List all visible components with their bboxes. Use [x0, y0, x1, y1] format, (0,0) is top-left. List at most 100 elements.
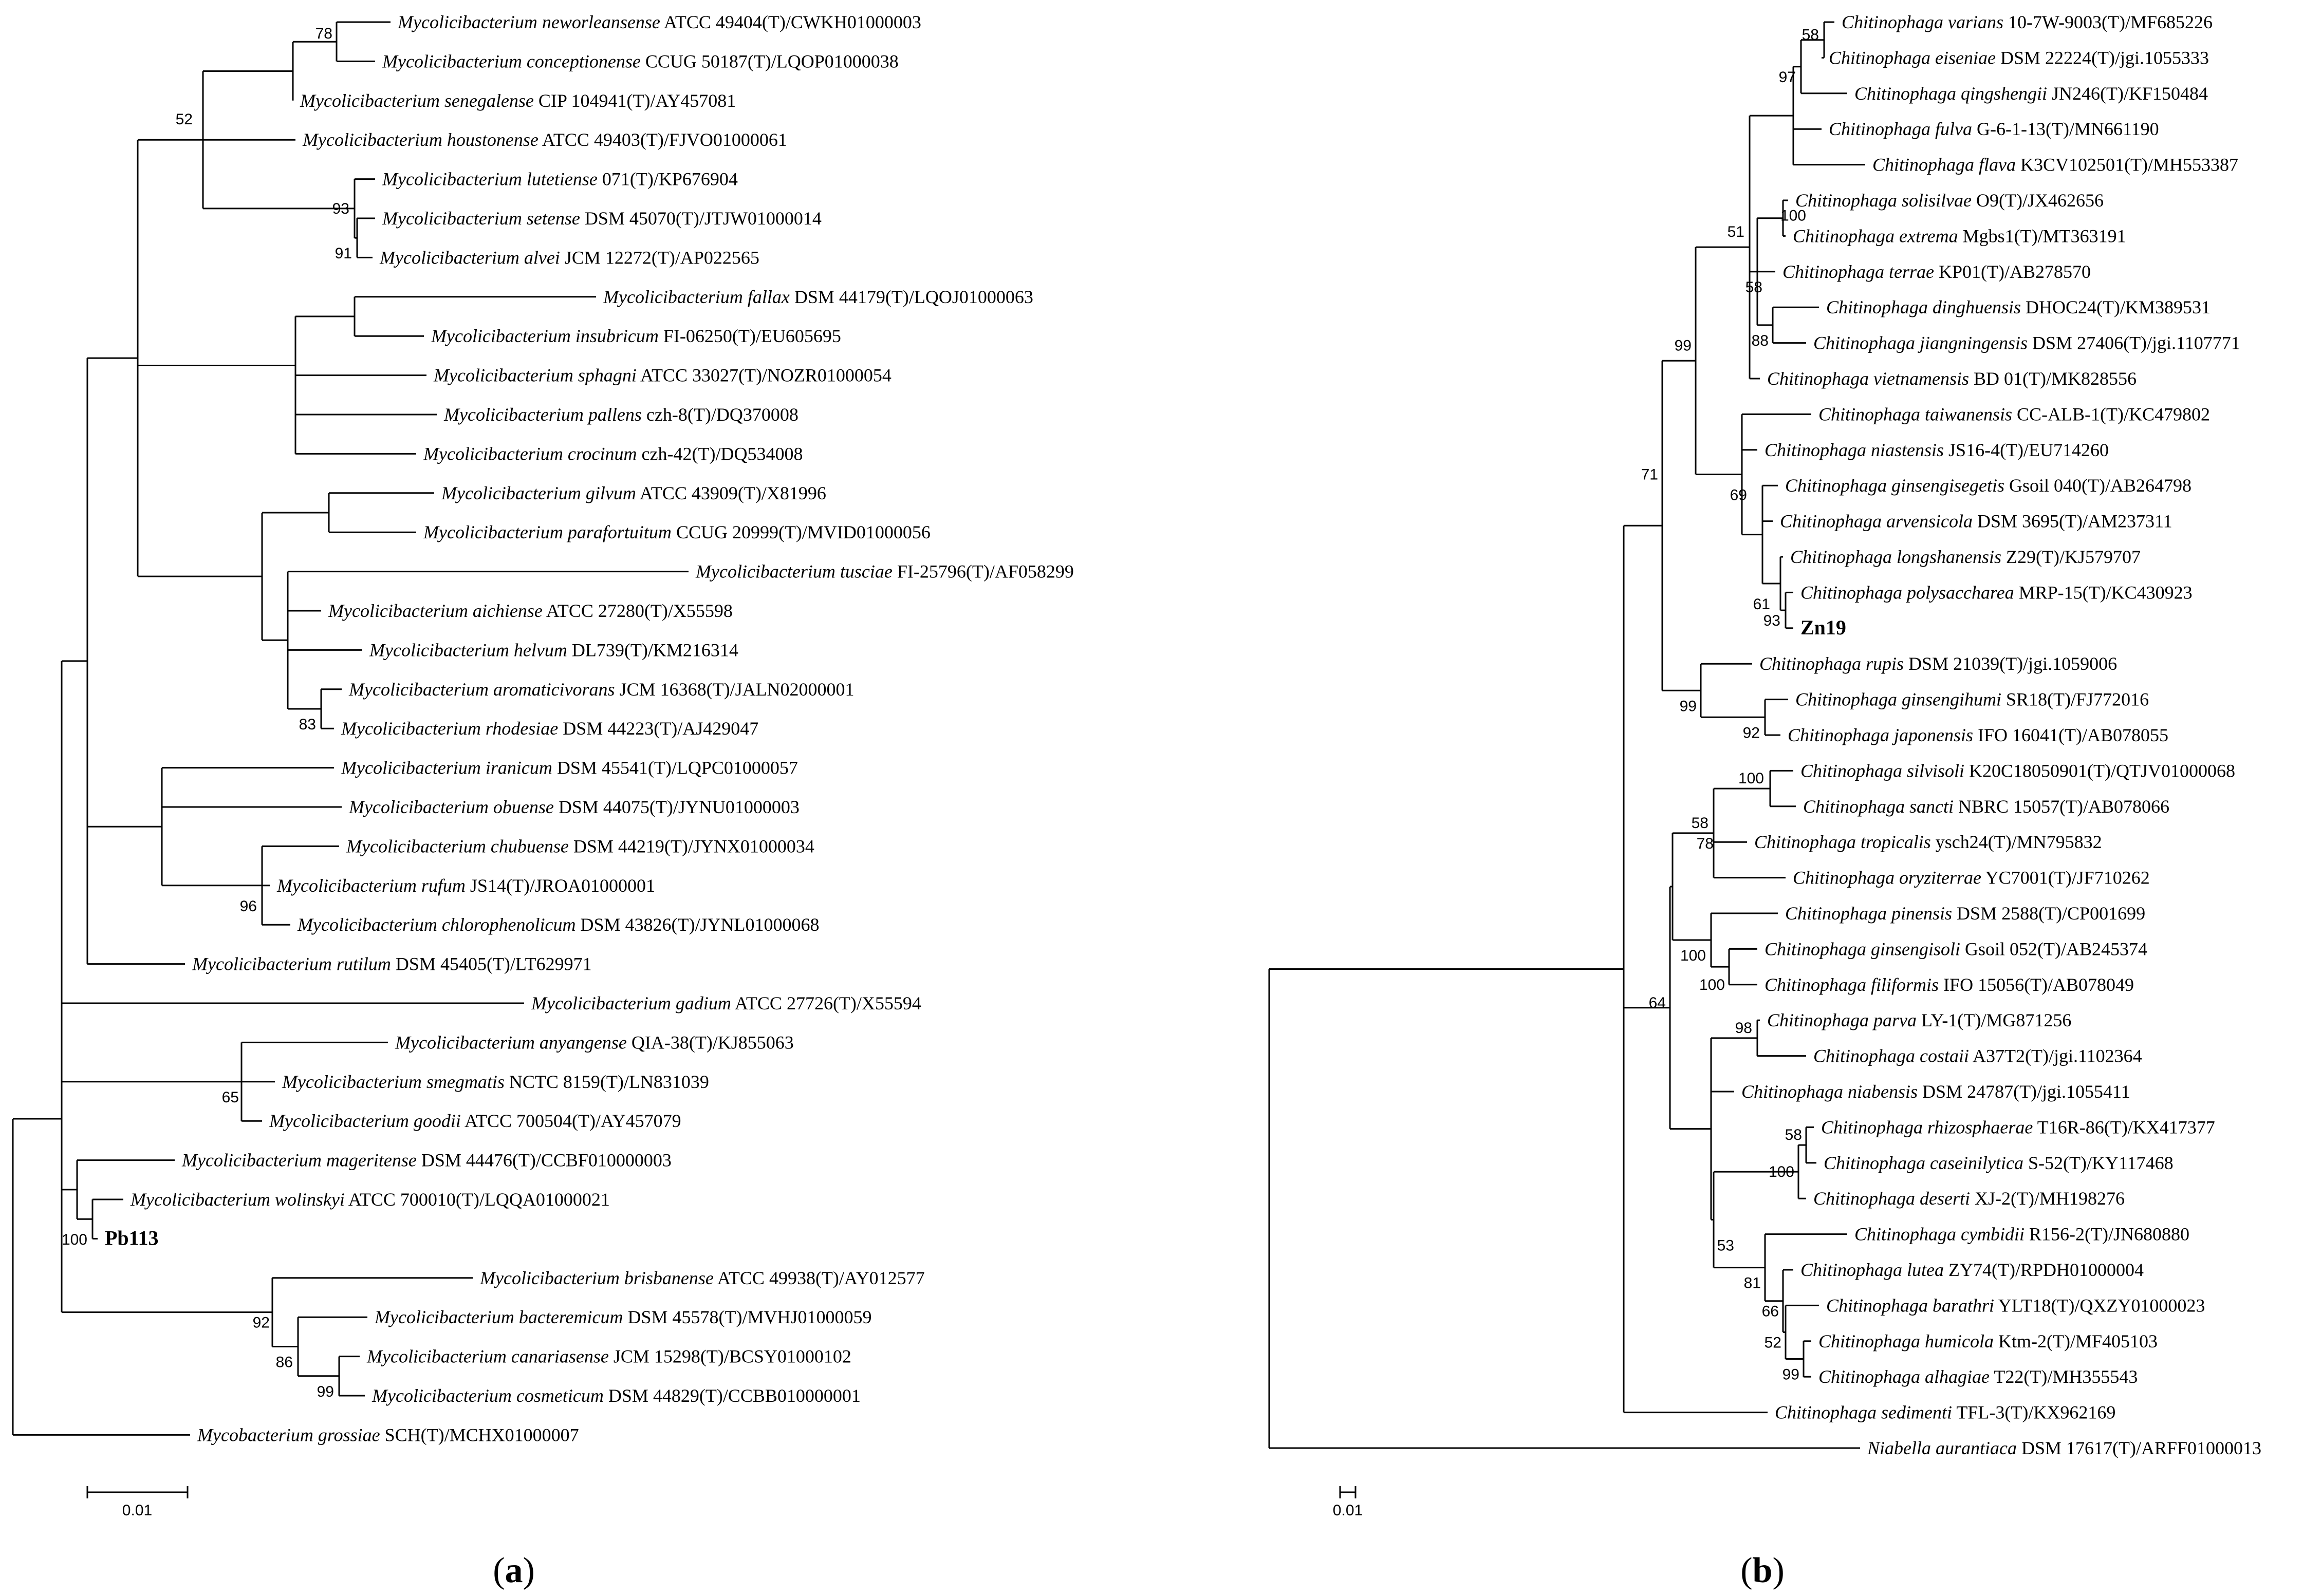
bootstrap-value-b_b98: 98 [1735, 1020, 1752, 1037]
leaf-label-a_senegalense: Mycolicibacterium senegalense CIP 104941… [300, 90, 736, 111]
panel-label-close: ) [523, 1551, 535, 1590]
leaf-strain: DSM 44179(T)/LQOJ01000063 [794, 287, 1033, 307]
leaf-label-b_arvensicola: Chitinophaga arvensicola DSM 3695(T)/AM2… [1780, 511, 2172, 532]
leaf-space [659, 326, 663, 346]
leaf-species: lutetiense [527, 169, 598, 190]
bootstrap-value-a_b91: 91 [335, 245, 352, 262]
leaf-label-a_grossiae: Mycobacterium grossiae SCH(T)/MCHX010000… [197, 1424, 579, 1445]
leaf-label-b_costaii: Chitinophaga costaii A37T2(T)/jgi.110236… [1813, 1046, 2142, 1066]
leaf-strain: DSM 22224(T)/jgi.1055333 [2000, 47, 2209, 68]
leaf-space [604, 1385, 608, 1406]
leaf-label-a_aromaticivorans: Mycolicibacterium aromaticivorans JCM 16… [348, 679, 855, 700]
leaf-label-a_canariasense: Mycolicibacterium canariasense JCM 15298… [366, 1346, 851, 1367]
leaf-species: gilvum [586, 483, 636, 503]
leaf-label-a_insubricum: Mycolicibacterium insubricum FI-06250(T)… [431, 326, 841, 346]
leaf-strain: MRP-15(T)/KC430923 [2019, 582, 2193, 603]
leaf-genus: Mycolicibacterium [269, 1111, 409, 1131]
leaf-label-a_mageritense: Mycolicibacterium mageritense DSM 44476(… [181, 1150, 672, 1171]
leaf-label-a_goodii: Mycolicibacterium goodii ATCC 700504(T)/… [269, 1111, 681, 1131]
leaf-label-a_smegmatis: Mycolicibacterium smegmatis NCTC 8159(T)… [282, 1072, 709, 1092]
leaf-genus: Chitinophaga [1813, 1188, 1915, 1209]
leaf-space [417, 1150, 421, 1171]
leaf-species: neworleansense [542, 12, 660, 32]
leaf-label-b_extrema: Chitinophaga extrema Mgbs1(T)/MT363191 [1793, 226, 2126, 246]
leaf-space [1970, 1188, 1975, 1209]
leaf-strain: NCTC 8159(T)/LN831039 [509, 1072, 709, 1092]
leaf-space [1969, 1046, 1973, 1066]
leaf-species: jiangningensis [1918, 333, 2028, 353]
leaf-label-b_parva: Chitinophaga parva LY-1(T)/MG871256 [1767, 1010, 2071, 1030]
leaf-label-a_gadium: Mycolicibacterium gadium ATCC 27726(T)/X… [531, 993, 921, 1013]
leaf-space [641, 51, 645, 71]
leaf-label-b_flava: Chitinophaga flava K3CV102501(T)/MH55338… [1872, 155, 2238, 175]
leaf-space [1981, 868, 1985, 888]
leaf-label-a_setense: Mycolicibacterium setense DSM 45070(T)/J… [382, 208, 822, 229]
leaf-label-b_solisilvae: Chitinophaga solisilvae O9(T)/JX462656 [1795, 190, 2104, 211]
leaf-space [1939, 974, 1943, 995]
leaf-strain: DSM 44223(T)/AJ429047 [563, 718, 758, 739]
leaf-space [636, 483, 640, 503]
leaf-genus: Chitinophaga [1800, 760, 1902, 781]
leaf-space [270, 1189, 275, 1210]
leaf-strain: LY-1(T)/MG871256 [1921, 1010, 2071, 1030]
leaf-space [468, 600, 473, 621]
leaf-species: goodii [414, 1111, 461, 1131]
leaf-space [609, 1346, 614, 1367]
leaf-strain: NBRC 15057(T)/AB078066 [1958, 796, 2169, 817]
leaf-strain: ATCC 27726(T)/X55594 [735, 993, 921, 1013]
leaf-genus: Chitinophaga [1854, 83, 1956, 104]
leaf-species: niastensis [1871, 440, 1944, 460]
leaf-species: alhagiae [1925, 1366, 1990, 1387]
leaf-genus: Mycolicibacterium [441, 483, 581, 503]
leaf-space [1920, 1331, 1925, 1351]
leaf-strain: DSM 21039(T)/jgi.1059006 [1908, 653, 2117, 674]
bootstrap-value-b_b100d: 100 [1699, 977, 1725, 993]
leaf-genus: Chitinophaga [1775, 1402, 1877, 1423]
scale-bar-label: 0.01 [1333, 1502, 1363, 1519]
leaf-space [1930, 119, 1935, 139]
leaf-genus: Mycolicibacterium [328, 600, 468, 621]
leaf-space [543, 600, 546, 621]
leaf-genus: Mycolicibacterium [603, 287, 743, 307]
panel-label-open: ( [1740, 1551, 1752, 1590]
leaf-strain: JCM 15298(T)/BCSY01000102 [614, 1346, 851, 1367]
leaf-label-b_pinensis: Chitinophaga pinensis DSM 2588(T)/CP0016… [1785, 903, 2145, 924]
leaf-label-b_eiseniae: Chitinophaga eiseniae DSM 22224(T)/jgi.1… [1829, 47, 2209, 68]
leaf-species: alvei [524, 247, 560, 268]
leaf-strain: DSM 3695(T)/AM237311 [1977, 511, 2172, 532]
leaf-space [1952, 903, 1957, 924]
leaf-space [2017, 1438, 2021, 1458]
leaf-genus: Chitinophaga [1826, 1295, 1928, 1316]
leaf-space [1902, 582, 1907, 603]
leaf-genus: Chitinophaga [1782, 261, 1884, 282]
leaf-species: rhodesiae [486, 718, 558, 739]
leaf-space [1990, 1366, 1994, 1387]
leaf-genus: Chitinophaga [1780, 511, 1882, 532]
leaf-space [1884, 261, 1889, 282]
leaf-space [563, 522, 568, 542]
leaf-genus: Chitinophaga [1793, 226, 1895, 246]
leaf-genus: Mycolicibacterium [276, 875, 417, 896]
leaf-strain: DSM 45070(T)/JTJW01000014 [585, 208, 822, 229]
leaf-label-b_humicola: Chitinophaga humicola Ktm-2(T)/MF405103 [1818, 1331, 2158, 1351]
bootstrap-value-b_b58b: 58 [1745, 279, 1762, 296]
leaf-space [1944, 440, 1948, 460]
leaf-strain: T16R-86(T)/KX417377 [2037, 1117, 2215, 1137]
leaf-label-b_tropicalis: Chitinophaga tropicalis ysch24(T)/MN7958… [1754, 832, 2102, 852]
leaf-species: setense [527, 208, 580, 229]
leaf-space [1972, 190, 1976, 211]
leaf-space [2016, 155, 2020, 175]
leaf-strain: SCH(T)/MCHX01000007 [385, 1424, 579, 1445]
leaf-space [2001, 689, 2006, 710]
leaf-label-b_filiformis: Chitinophaga filiformis IFO 15056(T)/AB0… [1765, 974, 2134, 995]
leaf-genus: Chitinophaga [1790, 547, 1892, 567]
leaf-species: canariasense [511, 1346, 609, 1367]
panel-label-a: (a) [493, 1551, 535, 1590]
bootstrap-value-b_b58d: 58 [1785, 1126, 1802, 1143]
leaf-strain: DSM 44476(T)/CCBF010000003 [421, 1150, 672, 1171]
leaf-strain: JS14(T)/JROA01000001 [470, 875, 655, 896]
leaf-space [714, 1268, 717, 1288]
leaf-strain: 10-7W-9003(T)/MF685226 [2008, 12, 2213, 32]
bootstrap-value-a_b93: 93 [332, 200, 349, 217]
leaf-space [345, 1189, 348, 1210]
